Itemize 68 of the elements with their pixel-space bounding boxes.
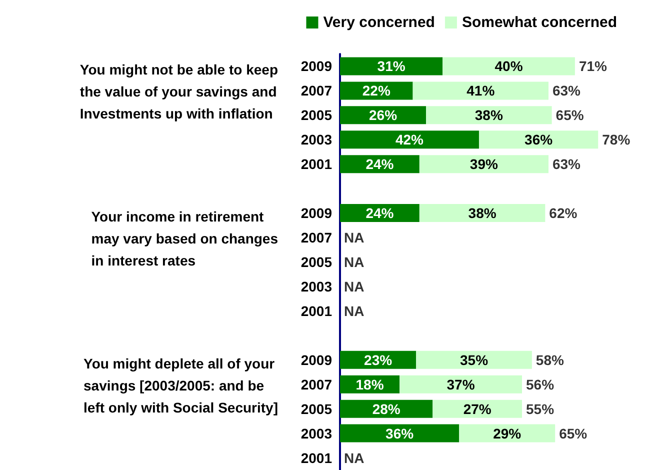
- data-label: 38%: [468, 205, 497, 222]
- data-label: 24%: [366, 156, 394, 172]
- bar: [426, 106, 552, 124]
- total-label: 62%: [549, 205, 578, 222]
- total-label: 63%: [552, 82, 582, 99]
- text: You might deplete all of your savings [2003/2005: and be left only with Social Security]: [84, 355, 278, 416]
- data-label: 39%: [470, 156, 499, 172]
- y-tick-label: 2007: [300, 82, 332, 99]
- y-tick-label: 2003: [300, 278, 332, 294]
- data-label: 29%: [493, 425, 522, 442]
- y-tick-label: 2003: [300, 425, 332, 442]
- data-label: 37%: [446, 376, 476, 392]
- total-label: 78%: [602, 132, 631, 148]
- bar: [478, 130, 598, 149]
- y-tick-label: 2001: [300, 302, 332, 319]
- total-label: 65%: [559, 425, 588, 442]
- data-label: 18%: [356, 376, 384, 392]
- legend-label: Somewhat concerned: [462, 14, 618, 31]
- y-tick-label: 2005: [300, 107, 332, 124]
- bar: [459, 424, 556, 442]
- bar: [340, 57, 443, 76]
- data-label: 22%: [362, 82, 391, 99]
- y-tick-label: 2009: [300, 352, 332, 368]
- text: NA: [344, 278, 364, 294]
- bar: [416, 350, 532, 369]
- y-tick-label: 2009: [300, 58, 332, 74]
- bar: [442, 57, 575, 76]
- bar: [419, 204, 546, 222]
- y-tick-label: 2009: [300, 205, 332, 222]
- y-tick-label: 2007: [300, 230, 332, 246]
- bar: [432, 400, 522, 418]
- bar: [400, 375, 522, 394]
- y-tick-label: 2001: [300, 156, 332, 172]
- total-label: 71%: [578, 58, 608, 74]
- legend-label: Very concerned: [323, 14, 435, 31]
- data-label: 38%: [474, 107, 504, 124]
- data-label: 36%: [524, 132, 554, 148]
- text: NA: [344, 230, 364, 246]
- bar: [340, 130, 479, 149]
- data-label: 40%: [494, 58, 524, 74]
- data-label: 42%: [395, 132, 424, 148]
- y-tick-label: 2005: [300, 254, 332, 270]
- data-label: 24%: [366, 205, 394, 222]
- total-label: 65%: [556, 107, 584, 124]
- data-label: 31%: [377, 58, 406, 74]
- total-label: 58%: [536, 352, 565, 368]
- total-label: 63%: [552, 156, 582, 172]
- text: Your income in retirement may vary based on changes in interest rates: [91, 208, 278, 269]
- text: You might not be able to keep the value of your savings and Investments up with inflation: [80, 62, 278, 122]
- data-label: 35%: [460, 352, 489, 368]
- data-label: 28%: [372, 400, 401, 417]
- y-tick-label: 2003: [300, 132, 332, 148]
- text: NA: [344, 302, 364, 319]
- data-label: 36%: [386, 425, 414, 442]
- bar: [340, 424, 460, 442]
- y-tick-label: 2005: [300, 400, 332, 417]
- data-label: 27%: [463, 400, 492, 417]
- total-label: 56%: [526, 376, 555, 392]
- total-label: 55%: [526, 400, 555, 417]
- bar: [412, 82, 548, 100]
- y-tick-label: 2007: [300, 376, 332, 392]
- text: NA: [344, 254, 364, 270]
- text: NA: [344, 450, 364, 466]
- y-tick-label: 2001: [300, 450, 332, 466]
- data-label: 41%: [466, 82, 496, 99]
- data-label: 26%: [369, 107, 398, 124]
- data-label: 23%: [364, 352, 393, 368]
- bar: [419, 155, 548, 174]
